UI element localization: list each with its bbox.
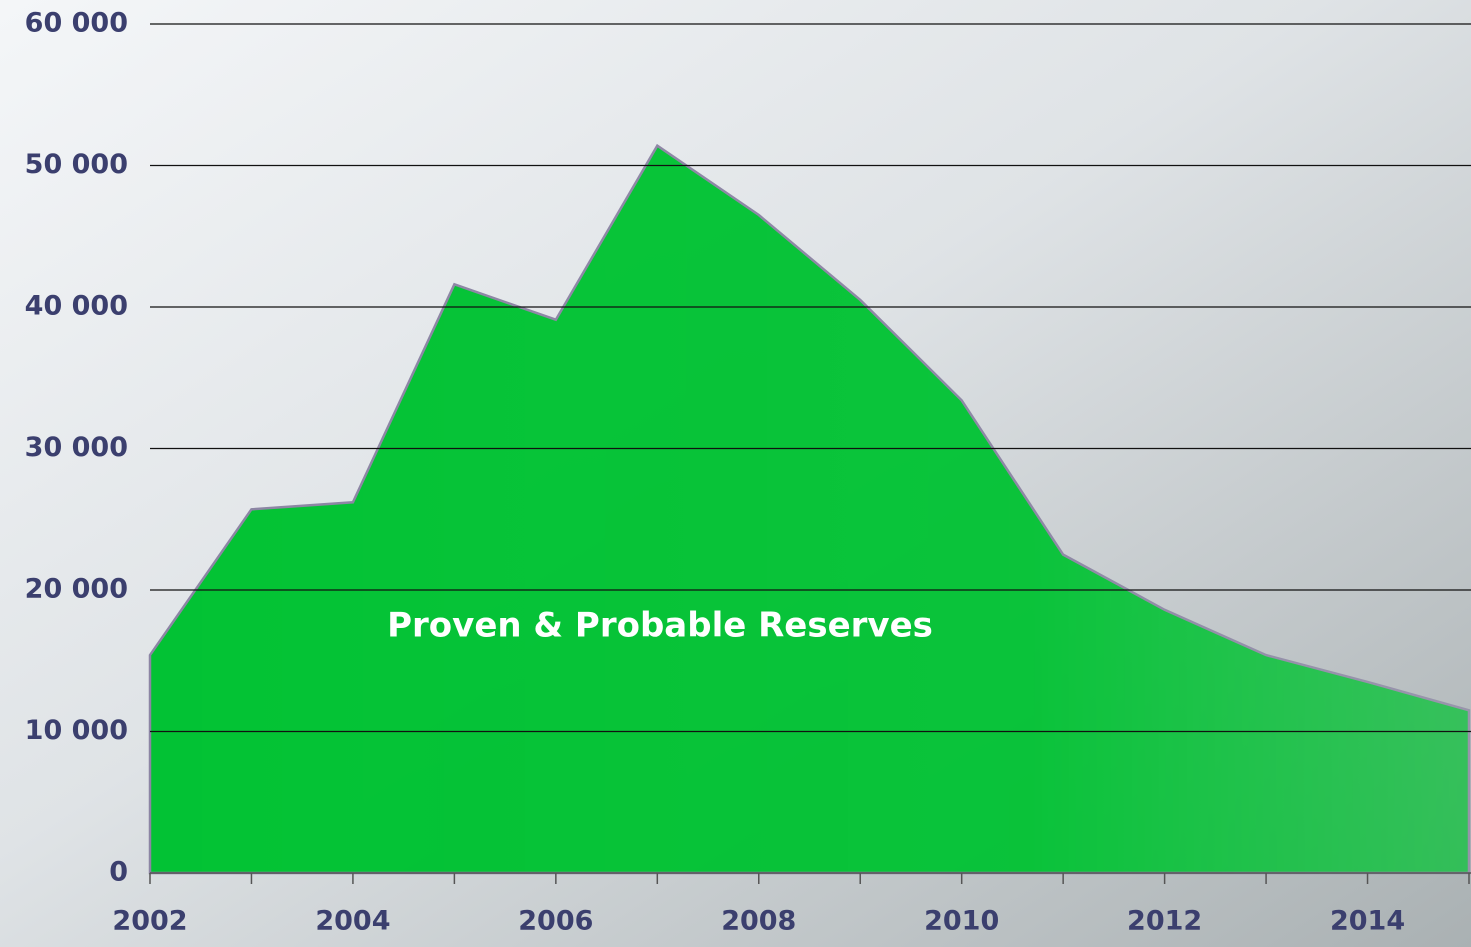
x-tick-label: 2012 xyxy=(1127,906,1202,937)
y-tick-label: 50 000 xyxy=(25,149,128,180)
x-tick-label: 2004 xyxy=(315,906,390,937)
y-tick-label: 60 000 xyxy=(25,8,128,39)
x-tick-label: 2014 xyxy=(1330,906,1405,937)
series-label: Proven & Probable Reserves xyxy=(387,606,933,646)
x-tick-label: 2010 xyxy=(924,906,999,937)
y-tick-label: 20 000 xyxy=(25,574,128,605)
plot: Proven & Probable Reserves 0 10 000 20 000 3… xyxy=(25,8,1471,937)
x-tick-label: 2006 xyxy=(518,906,593,937)
x-tick-label: 2008 xyxy=(721,906,796,937)
x-tick-label: 2002 xyxy=(112,906,187,937)
area xyxy=(148,143,1471,875)
y-tick-label: 10 000 xyxy=(25,715,128,746)
y-tick-label: 30 000 xyxy=(25,432,128,463)
y-tick-label: 0 xyxy=(109,857,128,888)
y-tick-label: 40 000 xyxy=(25,291,128,322)
